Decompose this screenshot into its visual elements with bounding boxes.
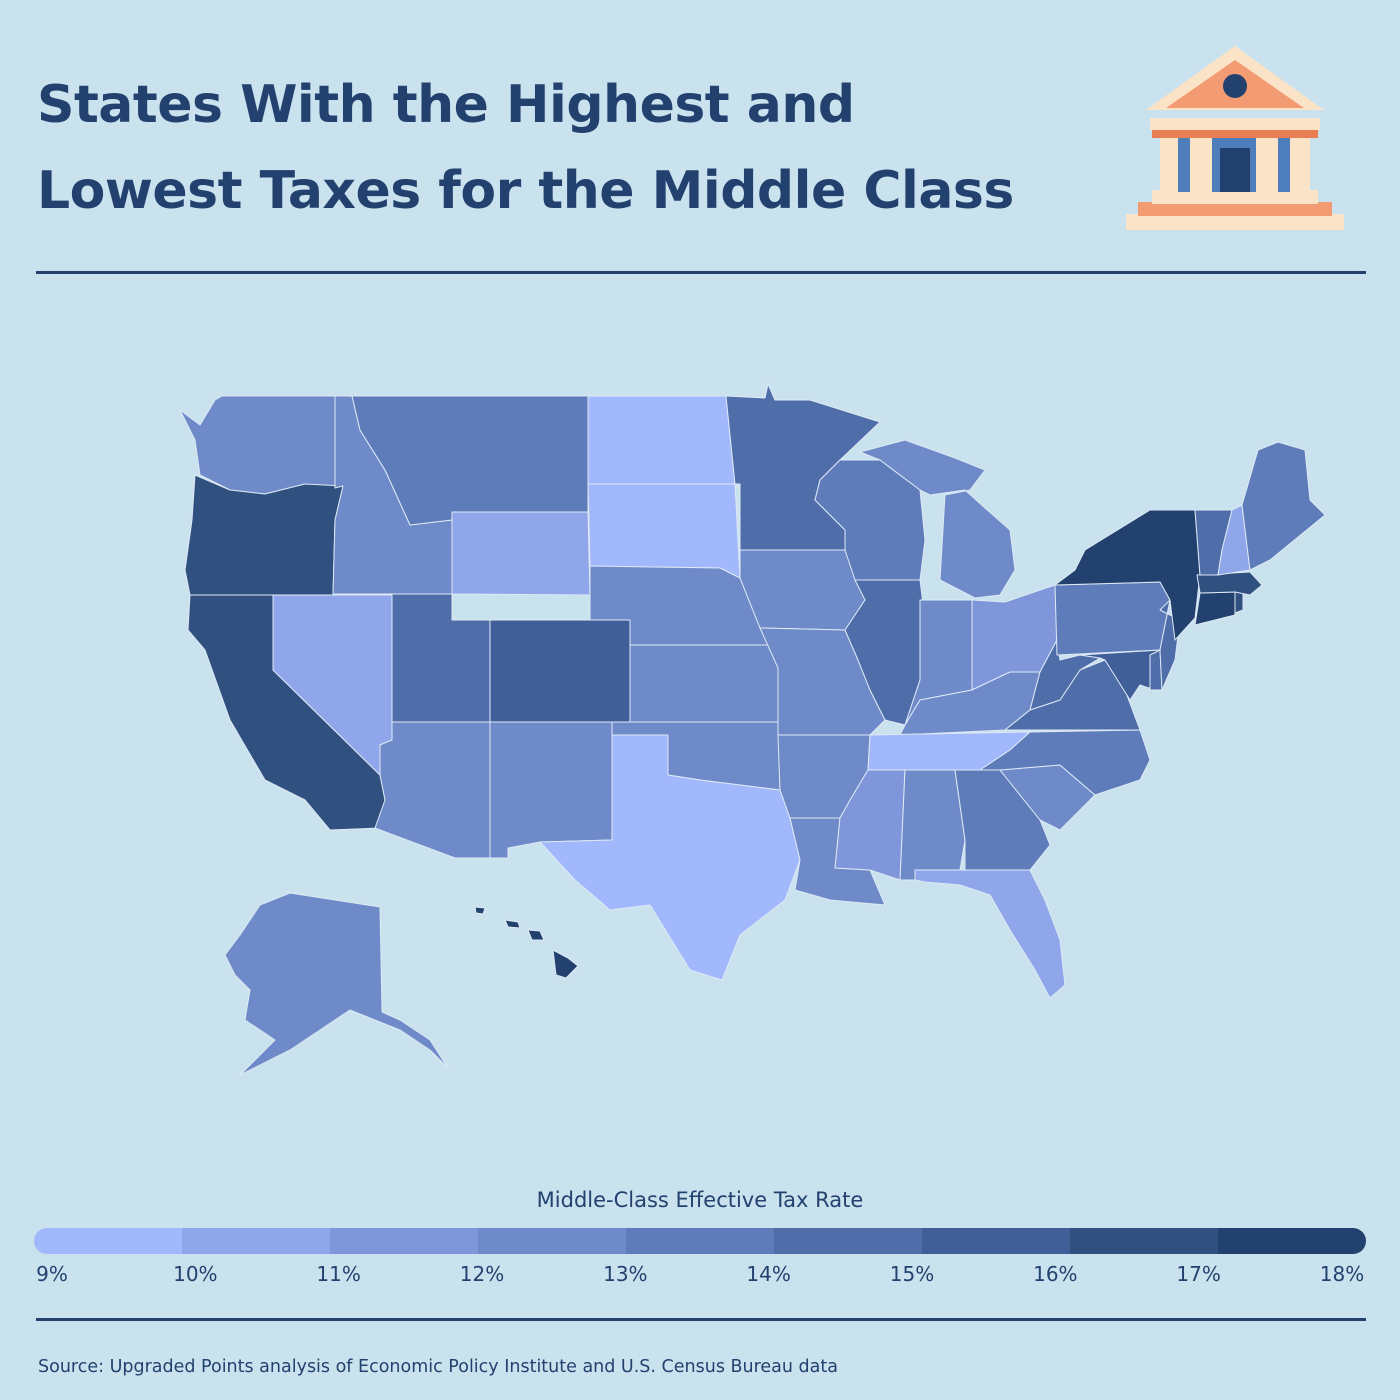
legend-tick-label: 16% (1033, 1262, 1078, 1286)
footer-divider (36, 1318, 1366, 1321)
state-RI (1234, 591, 1244, 614)
state-CO (489, 619, 631, 723)
state-CT (1194, 591, 1236, 626)
legend-tick-label: 10% (173, 1262, 218, 1286)
state-ME (1241, 441, 1326, 571)
legend-swatch (34, 1228, 182, 1254)
header-divider (36, 271, 1366, 274)
state-HI (474, 906, 579, 979)
state-NC (979, 729, 1151, 796)
state-SD (587, 483, 741, 579)
state-UT (391, 593, 491, 723)
state-FL (914, 869, 1066, 999)
legend-tick-label: 9% (36, 1262, 68, 1286)
state-TX (539, 734, 801, 981)
state-KS (629, 644, 779, 723)
legend-tick-label: 11% (316, 1262, 361, 1286)
state-AZ (374, 721, 491, 859)
legend-swatch (182, 1228, 330, 1254)
legend-tick-label: 14% (746, 1262, 791, 1286)
state-NM (489, 721, 613, 859)
state-NH (1217, 504, 1251, 576)
page-title: States With the Highest and Lowest Taxes… (37, 75, 1014, 221)
legend-title: Middle-Class Effective Tax Rate (536, 1188, 864, 1212)
legend-swatch (1070, 1228, 1218, 1254)
legend-tick-label: 17% (1176, 1262, 1221, 1286)
legend-swatch (774, 1228, 922, 1254)
legend-tick-label: 15% (889, 1262, 935, 1286)
state-AL (899, 769, 966, 881)
legend-swatch (330, 1228, 478, 1254)
legend-color-scale (34, 1228, 1366, 1254)
state-NY (1054, 509, 1201, 641)
state-MA (1196, 571, 1263, 596)
state-PA (1054, 581, 1171, 656)
state-ND (587, 395, 736, 485)
legend-swatch (922, 1228, 1070, 1254)
legend-swatch (626, 1228, 774, 1254)
legend-swatch (478, 1228, 626, 1254)
legend-tick-label: 12% (459, 1262, 505, 1286)
legend-swatch (1218, 1228, 1366, 1254)
state-IA (739, 549, 866, 631)
state-AK (224, 892, 449, 1076)
state-MI (859, 439, 1016, 599)
source-note: Source: Upgraded Points analysis of Econ… (38, 1357, 838, 1377)
legend-tick-label: 18% (1319, 1262, 1365, 1286)
bank-building-icon (1126, 46, 1344, 230)
legend-tick-label: 13% (603, 1262, 648, 1286)
state-WY (451, 511, 591, 596)
us-choropleth-map (179, 383, 1326, 1076)
